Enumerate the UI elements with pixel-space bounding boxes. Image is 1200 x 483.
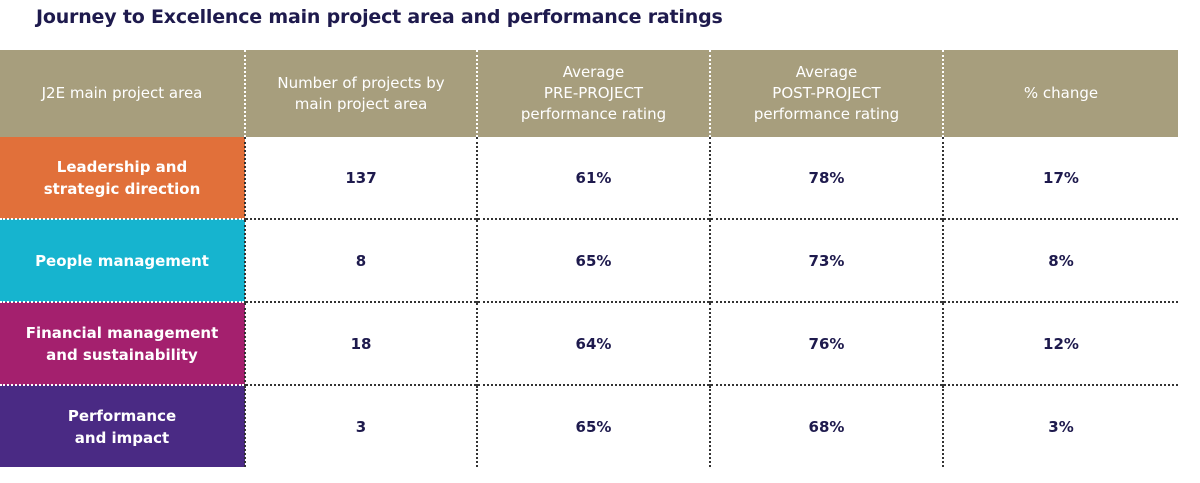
- value-cell: 17%: [942, 137, 1178, 219]
- column-header: Average PRE-PROJECT performance rating: [476, 50, 710, 137]
- project-area-cell: Leadership and strategic direction: [0, 137, 245, 219]
- value-cell: 8: [244, 218, 477, 302]
- value-cell: 76%: [709, 301, 943, 385]
- column-header: % change: [942, 50, 1178, 137]
- value-cell: 65%: [476, 218, 710, 302]
- table-header: J2E main project area Number of projects …: [0, 50, 1178, 137]
- project-area-cell: People management: [0, 218, 245, 302]
- column-header: J2E main project area: [0, 50, 245, 137]
- project-area-cell: Performance and impact: [0, 384, 245, 467]
- value-cell: 78%: [709, 137, 943, 219]
- value-cell: 73%: [709, 218, 943, 302]
- value-cell: 3: [244, 384, 477, 467]
- value-cell: 18: [244, 301, 477, 385]
- value-cell: 8%: [942, 218, 1178, 302]
- project-area-cell: Financial management and sustainability: [0, 301, 245, 385]
- table-body: Leadership and strategic direction 137 61%…: [0, 137, 1178, 467]
- title: Journey to Excellence main project area …: [36, 6, 723, 28]
- column-header: Number of projects by main project area: [244, 50, 477, 137]
- table-row: People management 8 65% 73% 8%: [0, 218, 1178, 302]
- table-row: Performance and impact 3 65% 68% 3%: [0, 384, 1178, 467]
- table-row: Financial management and sustainability 1…: [0, 301, 1178, 385]
- value-cell: 12%: [942, 301, 1178, 385]
- table-row: Leadership and strategic direction 137 61%…: [0, 137, 1178, 219]
- value-cell: 64%: [476, 301, 710, 385]
- value-cell: 137: [244, 137, 477, 219]
- value-cell: 68%: [709, 384, 943, 467]
- value-cell: 3%: [942, 384, 1178, 467]
- header-row: J2E main project area Number of projects …: [0, 50, 1178, 137]
- value-cell: 61%: [476, 137, 710, 219]
- column-header: Average POST-PROJECT performance rating: [709, 50, 943, 137]
- value-cell: 65%: [476, 384, 710, 467]
- ratings-table: J2E main project area Number of projects …: [0, 50, 1178, 467]
